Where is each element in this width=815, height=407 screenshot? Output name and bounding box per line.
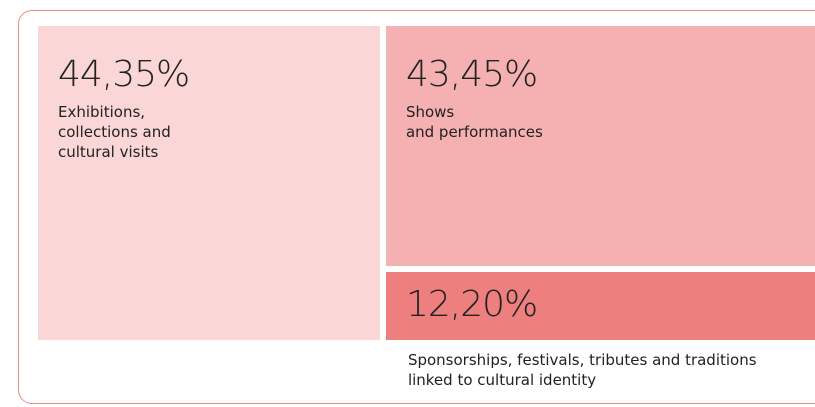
value-label: 44,35%: [58, 54, 190, 95]
category-label: Exhibitions, collections and cultural vi…: [58, 103, 171, 161]
tile: [385, 272, 815, 340]
tile: [38, 26, 380, 340]
tile: [385, 26, 815, 267]
value-label: 43,45%: [405, 54, 538, 95]
category-label: Shows and performances: [405, 103, 543, 141]
category-label: Sponsorships, festivals, tributes and tr…: [407, 351, 757, 389]
value-label: 12,20%: [405, 284, 538, 326]
frame: [18, 10, 815, 404]
